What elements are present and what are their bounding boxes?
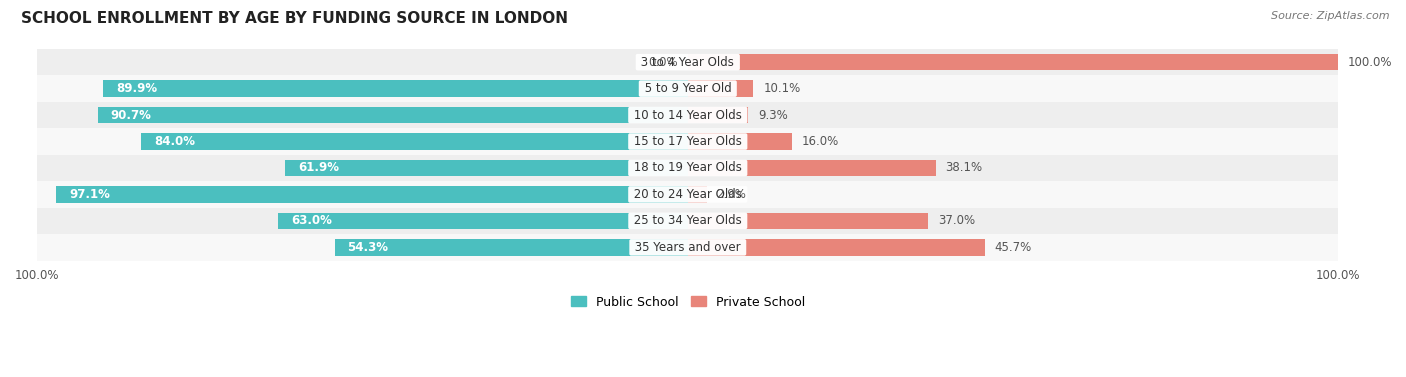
Bar — [688, 133, 792, 150]
Bar — [142, 133, 688, 150]
Text: 16.0%: 16.0% — [801, 135, 839, 148]
Bar — [278, 213, 688, 229]
Text: 18 to 19 Year Olds: 18 to 19 Year Olds — [630, 161, 745, 175]
Bar — [103, 80, 688, 97]
Text: 15 to 17 Year Olds: 15 to 17 Year Olds — [630, 135, 745, 148]
Bar — [37, 208, 1339, 234]
Legend: Public School, Private School: Public School, Private School — [565, 291, 810, 314]
Text: 97.1%: 97.1% — [69, 188, 110, 201]
Text: 3 to 4 Year Olds: 3 to 4 Year Olds — [637, 56, 738, 69]
Text: Source: ZipAtlas.com: Source: ZipAtlas.com — [1271, 11, 1389, 21]
Text: 100.0%: 100.0% — [1316, 268, 1361, 282]
Text: 35 Years and over: 35 Years and over — [631, 241, 744, 254]
Bar — [688, 160, 935, 176]
Bar — [285, 160, 688, 176]
Bar — [56, 186, 688, 203]
Text: 5 to 9 Year Old: 5 to 9 Year Old — [641, 82, 735, 95]
Text: 20 to 24 Year Olds: 20 to 24 Year Olds — [630, 188, 745, 201]
Bar — [37, 102, 1339, 128]
Bar — [98, 107, 688, 123]
Bar — [37, 181, 1339, 208]
Text: 10.1%: 10.1% — [763, 82, 800, 95]
Text: 2.9%: 2.9% — [717, 188, 747, 201]
Text: 45.7%: 45.7% — [995, 241, 1032, 254]
Text: 9.3%: 9.3% — [758, 109, 787, 121]
Text: 100.0%: 100.0% — [1348, 56, 1392, 69]
Text: 37.0%: 37.0% — [938, 215, 976, 227]
Bar — [37, 49, 1339, 75]
Bar — [688, 186, 707, 203]
Text: 10 to 14 Year Olds: 10 to 14 Year Olds — [630, 109, 745, 121]
Text: 61.9%: 61.9% — [298, 161, 339, 175]
Text: 89.9%: 89.9% — [115, 82, 157, 95]
Bar — [37, 128, 1339, 155]
Bar — [688, 80, 754, 97]
Text: 100.0%: 100.0% — [15, 268, 59, 282]
Text: 38.1%: 38.1% — [945, 161, 983, 175]
Text: 63.0%: 63.0% — [291, 215, 332, 227]
Bar — [37, 155, 1339, 181]
Bar — [688, 54, 1339, 70]
Bar — [688, 239, 986, 256]
Bar — [688, 213, 928, 229]
Text: 84.0%: 84.0% — [155, 135, 195, 148]
Bar — [37, 75, 1339, 102]
Bar — [335, 239, 688, 256]
Text: SCHOOL ENROLLMENT BY AGE BY FUNDING SOURCE IN LONDON: SCHOOL ENROLLMENT BY AGE BY FUNDING SOUR… — [21, 11, 568, 26]
Text: 0.0%: 0.0% — [648, 56, 678, 69]
Text: 54.3%: 54.3% — [347, 241, 388, 254]
Bar — [688, 107, 748, 123]
Text: 25 to 34 Year Olds: 25 to 34 Year Olds — [630, 215, 745, 227]
Text: 90.7%: 90.7% — [111, 109, 152, 121]
Bar — [37, 234, 1339, 261]
